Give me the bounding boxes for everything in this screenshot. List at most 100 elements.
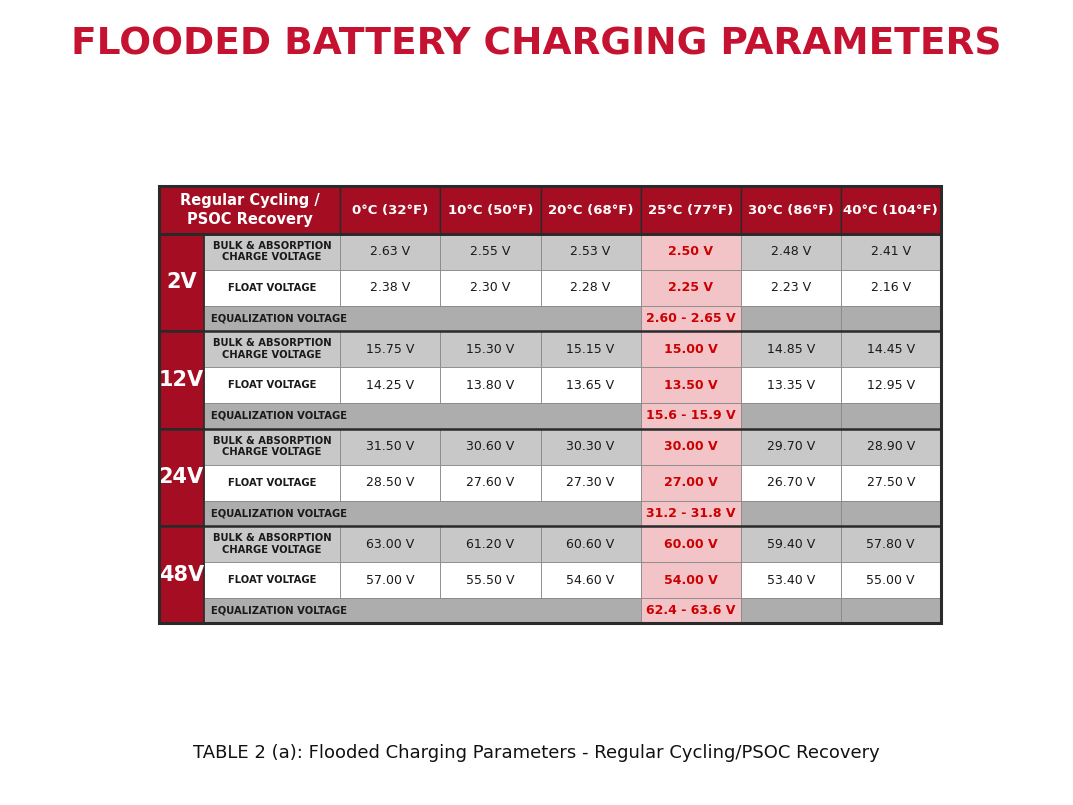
Text: 48V: 48V: [159, 565, 204, 584]
Text: EQUALIZATION VOLTAGE: EQUALIZATION VOLTAGE: [211, 508, 348, 518]
Text: 27.30 V: 27.30 V: [567, 476, 615, 489]
Bar: [340, 187, 441, 233]
Bar: [340, 526, 441, 562]
Bar: [159, 187, 941, 623]
Text: 31.50 V: 31.50 V: [366, 440, 414, 453]
Bar: [441, 187, 541, 233]
Bar: [740, 270, 841, 306]
Text: 26.70 V: 26.70 V: [766, 476, 814, 489]
Text: 2.16 V: 2.16 V: [870, 281, 911, 294]
Bar: [541, 270, 641, 306]
Text: 59.40 V: 59.40 V: [766, 538, 814, 551]
Text: 63.00 V: 63.00 V: [366, 538, 414, 551]
Bar: [441, 428, 541, 464]
Text: 15.6 - 15.9 V: 15.6 - 15.9 V: [646, 409, 735, 423]
Bar: [541, 187, 641, 233]
Bar: [641, 270, 740, 306]
Bar: [204, 464, 340, 501]
Bar: [441, 270, 541, 306]
Text: EQUALIZATION VOLTAGE: EQUALIZATION VOLTAGE: [211, 313, 348, 324]
Bar: [541, 562, 641, 598]
Text: FLOAT VOLTAGE: FLOAT VOLTAGE: [227, 380, 317, 390]
Bar: [841, 526, 941, 562]
Bar: [841, 306, 941, 331]
Text: 2.38 V: 2.38 V: [370, 281, 411, 294]
Bar: [641, 598, 740, 623]
Text: 2.53 V: 2.53 V: [571, 245, 611, 258]
Text: 54.60 V: 54.60 V: [567, 573, 615, 587]
Bar: [641, 501, 740, 526]
Text: 2.48 V: 2.48 V: [770, 245, 811, 258]
Bar: [740, 598, 841, 623]
Bar: [159, 187, 340, 233]
Text: BULK & ABSORPTION
CHARGE VOLTAGE: BULK & ABSORPTION CHARGE VOLTAGE: [212, 533, 332, 555]
Text: 54.00 V: 54.00 V: [664, 573, 718, 587]
Bar: [740, 403, 841, 428]
Bar: [641, 233, 740, 270]
Text: 14.45 V: 14.45 V: [867, 343, 915, 356]
Text: 2.28 V: 2.28 V: [571, 281, 611, 294]
Bar: [740, 526, 841, 562]
Text: 15.15 V: 15.15 V: [567, 343, 615, 356]
Text: 30°C (86°F): 30°C (86°F): [748, 204, 834, 217]
Text: 27.60 V: 27.60 V: [467, 476, 515, 489]
Bar: [740, 367, 841, 403]
Bar: [441, 526, 541, 562]
Bar: [340, 562, 441, 598]
Text: 2.50 V: 2.50 V: [668, 245, 714, 258]
Bar: [340, 270, 441, 306]
Text: 13.65 V: 13.65 V: [567, 378, 615, 391]
Text: 2.30 V: 2.30 V: [470, 281, 511, 294]
Bar: [641, 331, 740, 367]
Text: 2.25 V: 2.25 V: [668, 281, 714, 294]
Bar: [641, 403, 740, 428]
Bar: [204, 306, 641, 331]
Bar: [641, 187, 740, 233]
Bar: [541, 367, 641, 403]
Text: 29.70 V: 29.70 V: [766, 440, 814, 453]
Text: 57.00 V: 57.00 V: [366, 573, 414, 587]
Bar: [641, 464, 740, 501]
Text: EQUALIZATION VOLTAGE: EQUALIZATION VOLTAGE: [211, 411, 348, 421]
Text: 10°C (50°F): 10°C (50°F): [447, 204, 533, 217]
Text: 13.50 V: 13.50 V: [664, 378, 718, 391]
Bar: [441, 233, 541, 270]
Bar: [841, 501, 941, 526]
Bar: [740, 331, 841, 367]
Text: 12.95 V: 12.95 V: [867, 378, 915, 391]
Bar: [740, 562, 841, 598]
Text: BULK & ABSORPTION
CHARGE VOLTAGE: BULK & ABSORPTION CHARGE VOLTAGE: [212, 241, 332, 262]
Text: 30.60 V: 30.60 V: [467, 440, 515, 453]
Text: 25°C (77°F): 25°C (77°F): [648, 204, 733, 217]
Bar: [204, 526, 340, 562]
Bar: [340, 428, 441, 464]
Bar: [841, 270, 941, 306]
Text: 2.23 V: 2.23 V: [770, 281, 811, 294]
Bar: [204, 331, 340, 367]
Bar: [841, 367, 941, 403]
Text: 2V: 2V: [166, 272, 196, 292]
Text: FLOAT VOLTAGE: FLOAT VOLTAGE: [227, 283, 317, 293]
Text: 27.00 V: 27.00 V: [664, 476, 718, 489]
Bar: [441, 331, 541, 367]
Bar: [841, 562, 941, 598]
Text: 30.00 V: 30.00 V: [664, 440, 718, 453]
Bar: [641, 428, 740, 464]
Text: 27.50 V: 27.50 V: [867, 476, 915, 489]
Text: FLOAT VOLTAGE: FLOAT VOLTAGE: [227, 575, 317, 585]
Text: 40°C (104°F): 40°C (104°F): [843, 204, 938, 217]
Bar: [641, 562, 740, 598]
Text: 31.2 - 31.8 V: 31.2 - 31.8 V: [646, 507, 735, 520]
Bar: [159, 428, 204, 526]
Text: 15.75 V: 15.75 V: [366, 343, 414, 356]
Bar: [204, 501, 641, 526]
Bar: [441, 367, 541, 403]
Bar: [740, 428, 841, 464]
Text: 61.20 V: 61.20 V: [467, 538, 515, 551]
Text: 13.80 V: 13.80 V: [467, 378, 515, 391]
Bar: [204, 403, 641, 428]
Bar: [159, 526, 204, 623]
Text: 60.60 V: 60.60 V: [567, 538, 615, 551]
Bar: [841, 464, 941, 501]
Text: 2.55 V: 2.55 V: [470, 245, 511, 258]
